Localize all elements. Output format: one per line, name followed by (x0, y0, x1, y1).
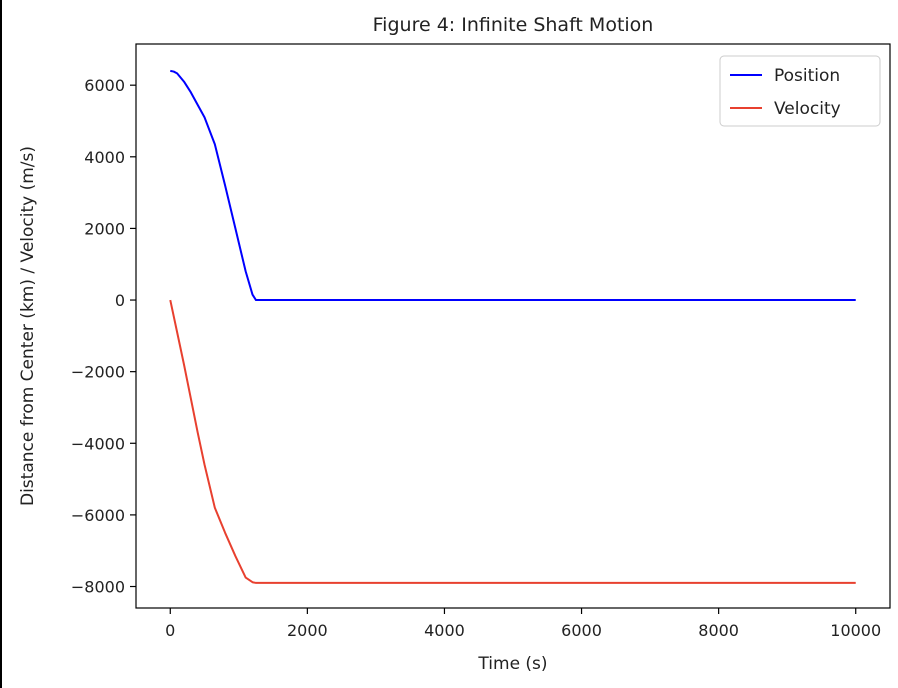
legend: Position Velocity (719, 55, 881, 127)
y-tick-label: −4000 (71, 434, 125, 453)
y-axis-title: Distance from Center (km) / Velocity (m/… (18, 146, 38, 506)
x-tick-label: 6000 (561, 621, 602, 640)
series-line-velocity (169, 299, 856, 584)
y-tick-label: 6000 (84, 76, 125, 95)
y-tick-label: 4000 (84, 148, 125, 167)
chart-title: Figure 4: Infinite Shaft Motion (373, 14, 654, 36)
x-tick-label: 0 (165, 621, 175, 640)
plot-lines (169, 69, 856, 584)
x-tick-label: 4000 (424, 621, 465, 640)
x-axis-title: Time (s) (477, 654, 547, 674)
y-tick-label: −6000 (71, 506, 125, 525)
series-line-position (170, 69, 856, 302)
legend-label-position: Position (774, 66, 840, 86)
y-tick-label: 2000 (84, 219, 125, 238)
x-axis: 0 2000 4000 6000 8000 10000 (165, 608, 881, 640)
plot-frame (135, 43, 891, 609)
y-tick-label: −8000 (71, 578, 125, 597)
x-tick-label: 10000 (830, 621, 881, 640)
y-axis: −8000 −6000 −4000 −2000 0 2000 4000 6000 (71, 76, 136, 597)
y-tick-label: 0 (115, 291, 125, 310)
x-tick-label: 2000 (287, 621, 328, 640)
x-tick-label: 8000 (698, 621, 739, 640)
y-tick-label: −2000 (71, 363, 125, 382)
legend-label-velocity: Velocity (774, 99, 841, 119)
